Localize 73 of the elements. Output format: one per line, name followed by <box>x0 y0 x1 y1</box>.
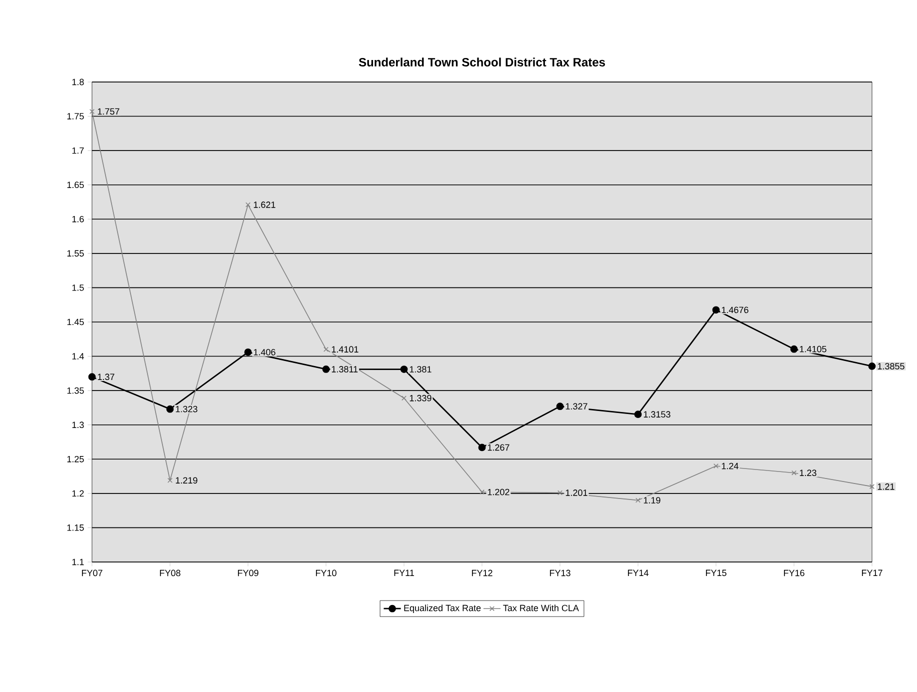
y-tick-label: 1.6 <box>72 216 84 222</box>
chart-title: Sunderland Town School District Tax Rates <box>358 58 605 66</box>
data-label: 1.21 <box>878 483 894 490</box>
data-label: 1.4101 <box>332 346 358 353</box>
y-tick-label: 1.7 <box>72 147 84 154</box>
data-label: 1.267 <box>488 444 510 451</box>
x-tick-label: FY11 <box>394 570 414 576</box>
point <box>322 366 330 373</box>
data-label: 1.621 <box>254 202 276 208</box>
x-tick-label: FY17 <box>862 570 882 576</box>
data-label: 1.37 <box>98 374 114 380</box>
y-tick-label: 1.65 <box>67 182 84 188</box>
point <box>167 478 173 483</box>
data-label: 1.201 <box>566 490 588 496</box>
data-label: 1.219 <box>176 477 198 484</box>
data-label: 1.3153 <box>644 411 670 418</box>
point <box>244 348 252 356</box>
data-label: 1.323 <box>176 406 198 412</box>
point <box>89 108 95 114</box>
y-tick-label: 1.25 <box>67 456 84 462</box>
x-tick-label: FY14 <box>628 570 648 576</box>
x-tick-label: FY16 <box>784 570 804 576</box>
data-label: 1.3811 <box>332 366 358 372</box>
point <box>478 444 486 452</box>
data-label: 1.757 <box>98 108 120 115</box>
x-tick-label: FY12 <box>472 570 492 576</box>
x-tick-label: FY13 <box>550 570 570 576</box>
point <box>634 410 642 418</box>
y-tick-label: 1.2 <box>72 490 84 497</box>
data-label: 1.339 <box>410 394 432 402</box>
y-tick-label: 1.75 <box>67 113 84 120</box>
data-label: 1.24 <box>722 462 738 470</box>
y-tick-label: 1.4 <box>72 353 84 360</box>
point <box>88 373 96 381</box>
x-tick-label: FY08 <box>160 570 180 576</box>
point <box>166 405 174 413</box>
point <box>868 362 876 370</box>
data-label: 1.3855 <box>878 363 904 370</box>
data-label: 1.4105 <box>800 346 826 352</box>
data-label: 1.202 <box>488 488 510 496</box>
y-tick-label: 1.8 <box>72 78 84 86</box>
y-tick-label: 1.55 <box>67 250 84 257</box>
data-label: 1.19 <box>644 497 660 504</box>
y-tick-label: 1.5 <box>72 284 84 291</box>
y-tick-label: 1.35 <box>67 387 84 394</box>
legend-label: Tax Rate With CLA <box>503 604 579 612</box>
point <box>712 306 720 314</box>
point <box>790 345 798 353</box>
point <box>713 463 719 469</box>
data-label: 1.4676 <box>722 306 748 314</box>
point <box>401 396 407 401</box>
point <box>400 366 408 374</box>
point <box>791 470 797 476</box>
x-tick-label: FY07 <box>82 570 102 576</box>
y-tick-label: 1.3 <box>72 422 84 428</box>
x-tick-label: FY10 <box>316 570 336 576</box>
point <box>635 498 641 503</box>
point <box>479 490 485 495</box>
point <box>556 402 564 410</box>
data-label: 1.381 <box>410 366 432 372</box>
y-tick-label: 1.15 <box>67 524 84 531</box>
data-label: 1.23 <box>800 470 816 476</box>
point <box>869 484 875 490</box>
y-tick-label: 1.45 <box>67 318 84 326</box>
data-label: 1.327 <box>566 403 588 410</box>
x-tick-label: FY15 <box>706 570 726 576</box>
x-tick-label: FY09 <box>238 570 258 576</box>
y-tick-label: 1.1 <box>72 558 84 566</box>
point <box>323 346 329 352</box>
point <box>245 202 251 208</box>
point <box>557 490 563 496</box>
data-label: 1.406 <box>254 348 276 356</box>
legend-label: Equalized Tax Rate <box>404 604 481 613</box>
